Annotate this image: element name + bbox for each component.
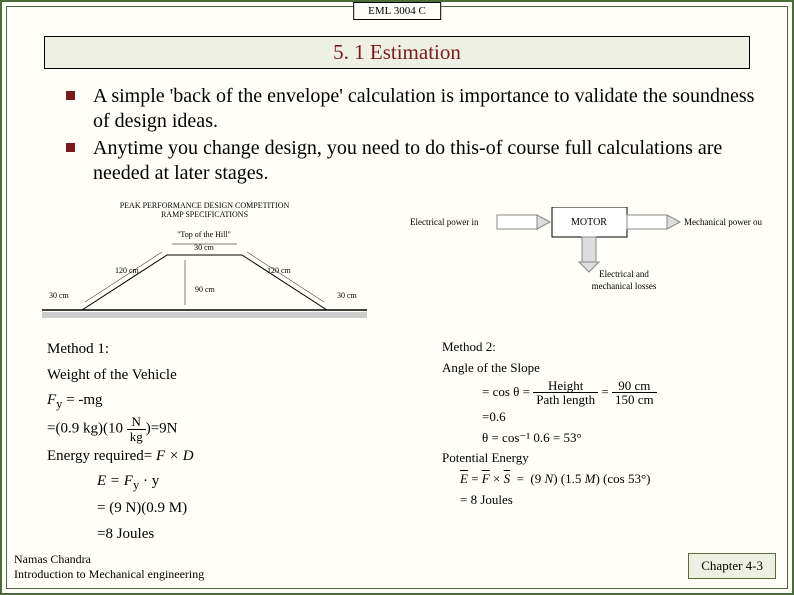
eq-f: F [482, 471, 490, 486]
ramp-side-left: 30 cm [49, 291, 70, 300]
ramp-top-label: "Top of the Hill" [177, 230, 231, 239]
frac-den: 150 cm [612, 393, 657, 407]
bullet-square-icon [66, 91, 75, 100]
eq-part: Energy required= [47, 448, 156, 464]
motor-box-label: MOTOR [571, 217, 607, 228]
frac-den: kg [127, 430, 146, 444]
bullet-item: A simple 'back of the envelope' calculat… [66, 84, 762, 134]
method1-sub: Weight of the Vehicle [47, 363, 194, 389]
method1-eq2: =(0.9 kg)(10 Nkg)=9N [47, 415, 194, 443]
method1-eq5: = (9 N)(0.9 M) [47, 496, 194, 522]
eq-part: )=9N [146, 421, 178, 437]
course-code-box: EML 3004 C [353, 2, 441, 20]
chapter-label: Chapter 4-3 [701, 558, 763, 573]
ramp-diagram: PEAK PERFORMANCE DESIGN COMPETITION RAMP… [37, 202, 372, 322]
eq-eq: = [601, 384, 612, 399]
eq-part: =(0.9 kg)(10 [47, 421, 127, 437]
bullet-text: Anytime you change design, you need to d… [93, 136, 762, 186]
frac-num: N [127, 415, 146, 430]
footer-left: Namas Chandra Introduction to Mechanical… [14, 552, 204, 583]
method2-eq3: θ = cos⁻¹ 0.6 = 53° [442, 428, 657, 449]
ramp-title: PEAK PERFORMANCE DESIGN COMPETITION RAMP… [37, 202, 372, 220]
slide-title: 5. 1 Estimation [333, 40, 461, 64]
ramp-title-line1: PEAK PERFORMANCE DESIGN COMPETITION [120, 201, 290, 210]
frac-den: Path length [533, 393, 598, 407]
ramp-slope-left: 120 cm [115, 266, 140, 275]
method1-eq3: Energy required= F × D [47, 444, 194, 470]
motor-out-label: Mechanical power out [684, 217, 762, 227]
method2-eq5: E = F × S = (9 N) (1.5 M) (cos 53°) [442, 469, 657, 490]
method1-heading: Method 1: [47, 337, 194, 363]
chapter-box: Chapter 4-3 [688, 553, 776, 579]
course-code: EML 3004 C [368, 5, 426, 17]
ramp-side-right: 30 cm [337, 291, 358, 300]
motor-loss1: Electrical and [599, 269, 649, 279]
method1-block: Method 1: Weight of the Vehicle Fy = -mg… [47, 337, 194, 547]
motor-svg: Electrical power in MOTOR Mechanical pow… [402, 207, 762, 297]
ramp-svg: "Top of the Hill" 30 cm 120 cm 120 cm 90… [37, 220, 372, 320]
method2-eq2: =0.6 [442, 407, 657, 428]
method2-sub: Angle of the Slope [442, 358, 657, 379]
method1-eq6: =8 Joules [47, 522, 194, 548]
eq-part: E = F [97, 473, 133, 489]
method2-eq6: = 8 Joules [442, 490, 657, 511]
eq-part: = cos θ = [482, 384, 530, 399]
method1-eq1: Fy = -mg [47, 388, 194, 415]
method2-eq1: = cos θ = HeightPath length = 90 cm150 c… [442, 379, 657, 407]
footer-book: Introduction to Mechanical engineering [14, 567, 204, 583]
eq-part: · y [139, 473, 159, 489]
method2-block: Method 2: Angle of the Slope = cos θ = H… [442, 337, 657, 511]
method1-eq4: E = Fy · y [47, 469, 194, 496]
motor-loss2: mechanical losses [592, 281, 657, 291]
eq-s: S [504, 471, 511, 486]
frac-num: 90 cm [612, 379, 657, 394]
ramp-mid-dim: 90 cm [195, 285, 216, 294]
motor-diagram: Electrical power in MOTOR Mechanical pow… [402, 207, 762, 297]
eq-part: F × D [156, 448, 194, 464]
slide-title-bar: 5. 1 Estimation [44, 36, 750, 69]
method2-heading: Method 2: [442, 337, 657, 358]
eq-rest: = -mg [62, 392, 102, 408]
motor-in-label: Electrical power in [410, 217, 479, 227]
ramp-title-line2: RAMP SPECIFICATIONS [161, 210, 248, 219]
eq-e: E [460, 471, 468, 486]
method2-eq4: Potential Energy [442, 448, 657, 469]
footer-author: Namas Chandra [14, 552, 204, 568]
bullet-item: Anytime you change design, you need to d… [66, 136, 762, 186]
bullet-list: A simple 'back of the envelope' calculat… [66, 84, 762, 188]
frac-num: Height [533, 379, 598, 394]
bullet-square-icon [66, 143, 75, 152]
ramp-top-dim: 30 cm [194, 243, 215, 252]
bullet-text: A simple 'back of the envelope' calculat… [93, 84, 762, 134]
eq-var: F [47, 392, 56, 408]
